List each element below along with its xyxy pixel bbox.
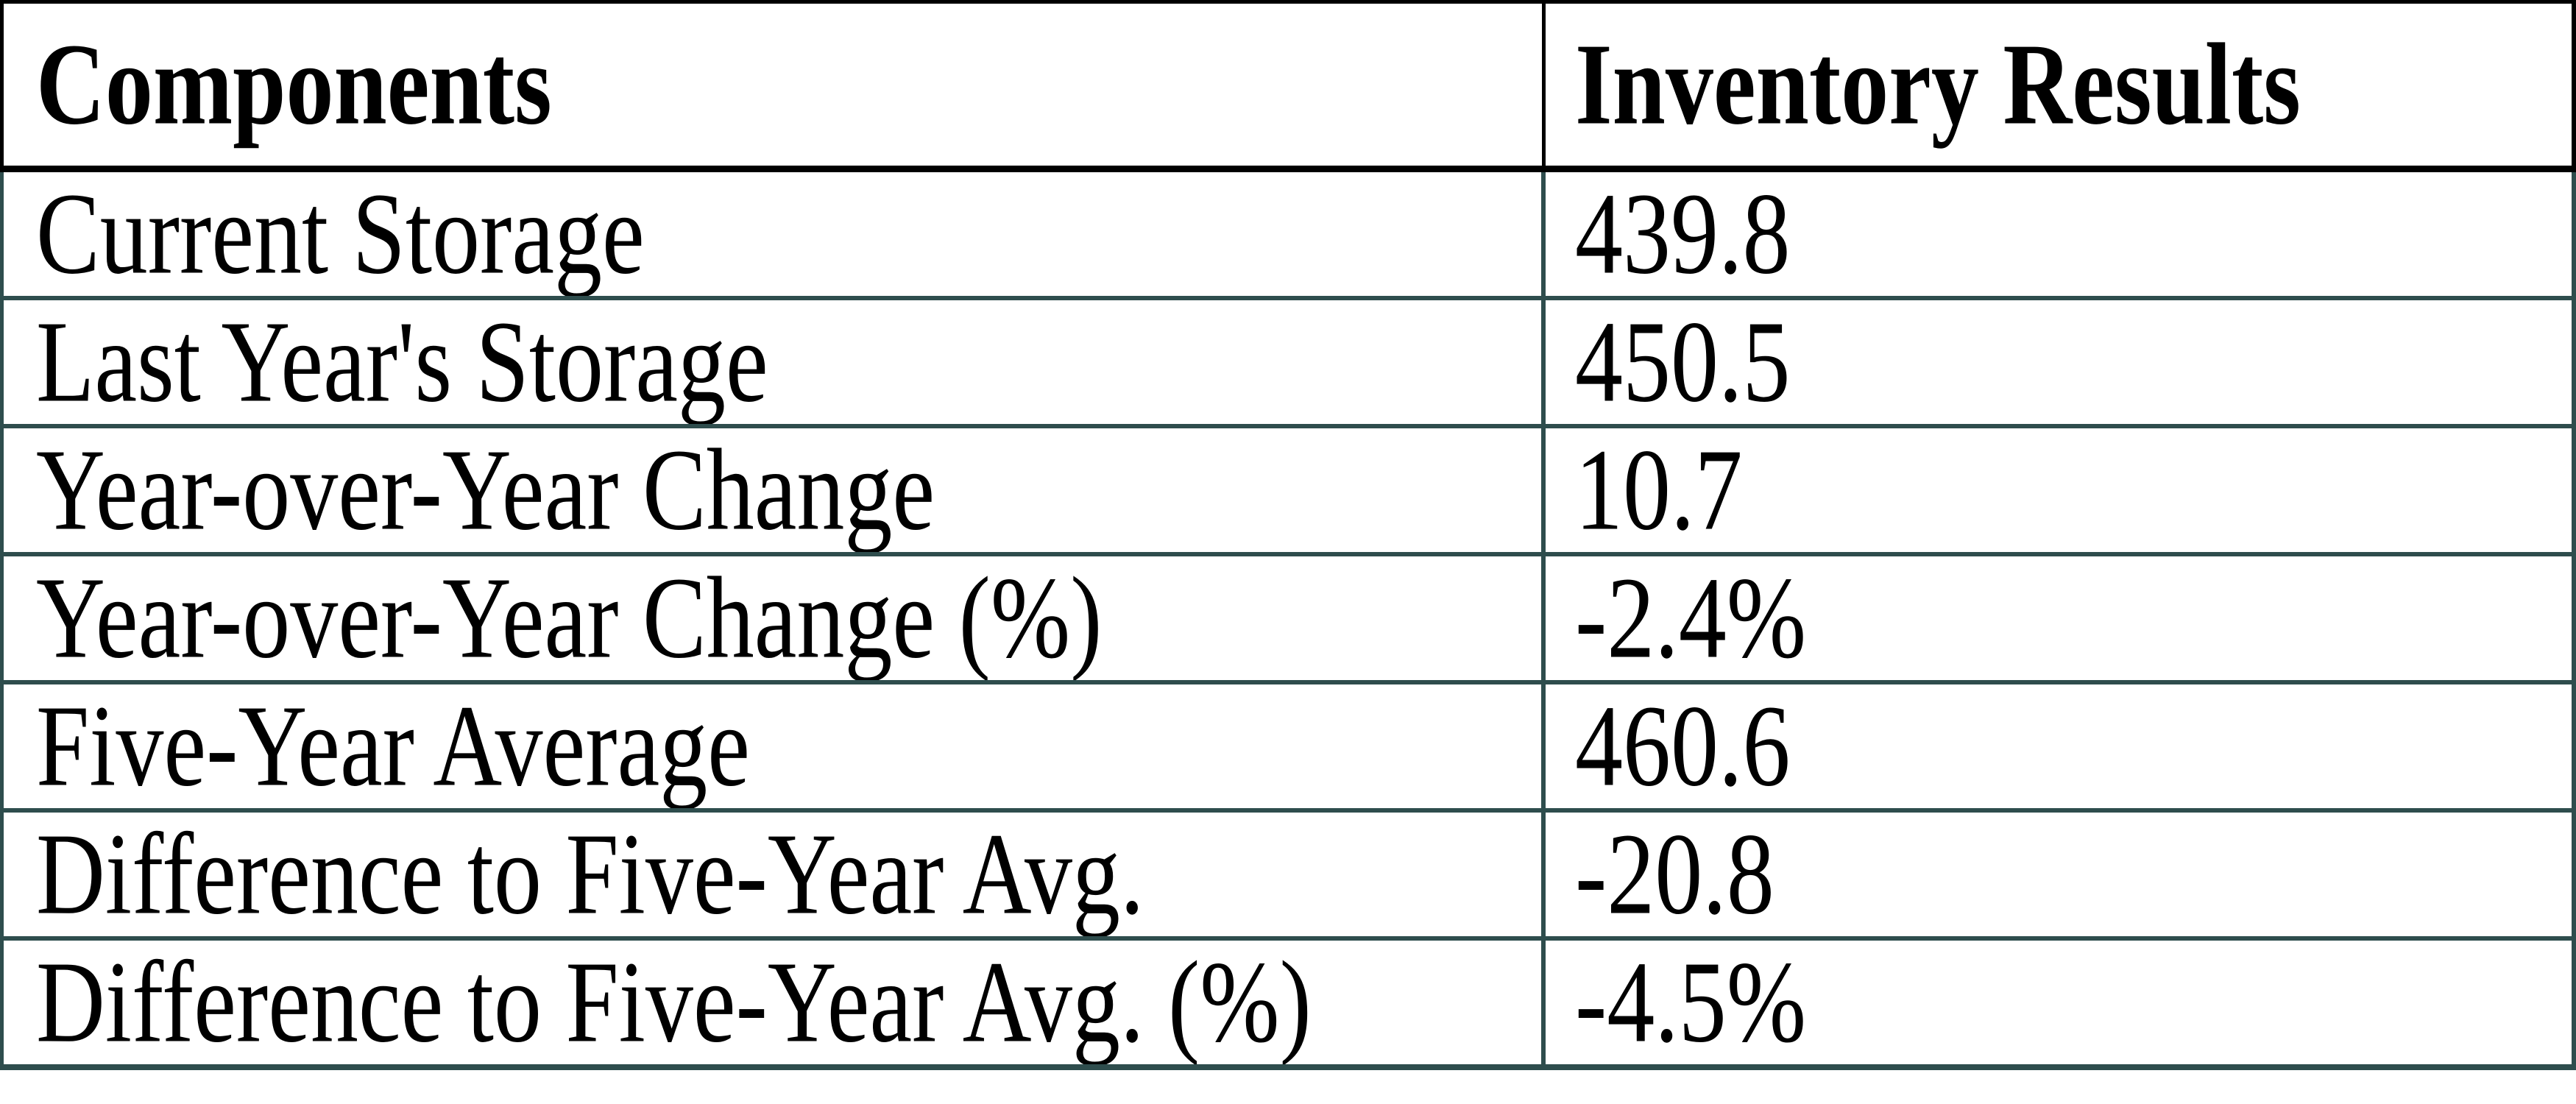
inventory-value-cell: 460.6 xyxy=(1546,684,2572,808)
component-label-cell: Last Year's Storage xyxy=(4,300,1546,424)
component-label-cell: Current Storage xyxy=(4,172,1546,296)
component-label: Current Storage xyxy=(36,172,645,296)
table-row: Difference to Five-Year Avg. -20.8 xyxy=(0,813,2576,941)
header-label-inventory-results: Inventory Results xyxy=(1575,20,2301,149)
component-label-cell: Difference to Five-Year Avg. xyxy=(4,813,1546,936)
component-label-cell: Difference to Five-Year Avg. (%) xyxy=(4,941,1546,1064)
component-label: Year-over-Year Change xyxy=(36,428,935,552)
inventory-value: 460.6 xyxy=(1575,684,1791,808)
header-cell-inventory-results: Inventory Results xyxy=(1546,4,2572,166)
inventory-value: -2.4% xyxy=(1575,556,1807,680)
inventory-results-table: Components Inventory Results Current Sto… xyxy=(0,0,2576,1070)
inventory-value-cell: -20.8 xyxy=(1546,813,2572,936)
table-row: Year-over-Year Change 10.7 xyxy=(0,428,2576,556)
table-row: Five-Year Average 460.6 xyxy=(0,684,2576,813)
component-label-cell: Year-over-Year Change (%) xyxy=(4,556,1546,680)
inventory-value: 450.5 xyxy=(1575,300,1791,424)
table-row: Last Year's Storage 450.5 xyxy=(0,300,2576,428)
inventory-value-cell: -4.5% xyxy=(1546,941,2572,1064)
table-header-row: Components Inventory Results xyxy=(0,0,2576,172)
inventory-value: 10.7 xyxy=(1575,428,1743,552)
table-row: Difference to Five-Year Avg. (%) -4.5% xyxy=(0,941,2576,1070)
component-label: Year-over-Year Change (%) xyxy=(36,556,1103,680)
component-label-cell: Five-Year Average xyxy=(4,684,1546,808)
header-cell-components: Components xyxy=(4,4,1546,166)
inventory-value-cell: -2.4% xyxy=(1546,556,2572,680)
inventory-value-cell: 10.7 xyxy=(1546,428,2572,552)
inventory-value: -20.8 xyxy=(1575,813,1774,936)
inventory-value-cell: 450.5 xyxy=(1546,300,2572,424)
component-label: Last Year's Storage xyxy=(36,300,768,424)
component-label: Difference to Five-Year Avg. (%) xyxy=(36,941,1312,1064)
inventory-value-cell: 439.8 xyxy=(1546,172,2572,296)
component-label-cell: Year-over-Year Change xyxy=(4,428,1546,552)
component-label: Five-Year Average xyxy=(36,684,750,808)
component-label: Difference to Five-Year Avg. xyxy=(36,813,1144,936)
table-row: Current Storage 439.8 xyxy=(0,172,2576,300)
inventory-value: 439.8 xyxy=(1575,172,1791,296)
table-row: Year-over-Year Change (%) -2.4% xyxy=(0,556,2576,684)
inventory-value: -4.5% xyxy=(1575,941,1807,1064)
header-label-components: Components xyxy=(36,20,552,149)
